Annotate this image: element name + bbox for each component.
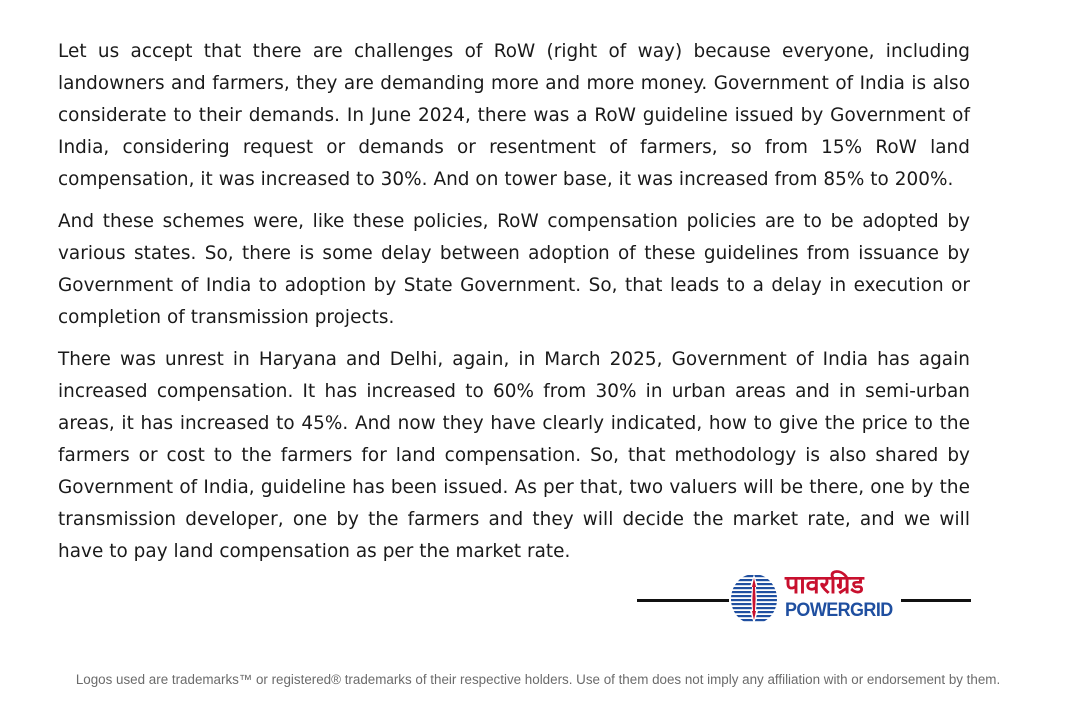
powergrid-logo: पावरग्रिड POWERGRID — [637, 570, 971, 630]
paragraph-3: There was unrest in Haryana and Delhi, a… — [58, 349, 970, 562]
powergrid-globe-emblem-icon — [731, 574, 777, 624]
trademark-disclaimer: Logos used are trademarks™ or registered… — [75, 672, 1001, 687]
logo-english-text: POWERGRID — [785, 599, 893, 621]
logo-rule-right — [901, 599, 971, 602]
logo-hindi-text: पावरग्रिड — [785, 570, 864, 599]
paragraph-1: Let us accept that there are challenges … — [58, 41, 970, 190]
paragraph-2: And these schemes were, like these polic… — [58, 211, 970, 328]
logo-rule-left — [637, 599, 729, 602]
transcript-body: Let us accept that there are challenges … — [58, 36, 970, 578]
